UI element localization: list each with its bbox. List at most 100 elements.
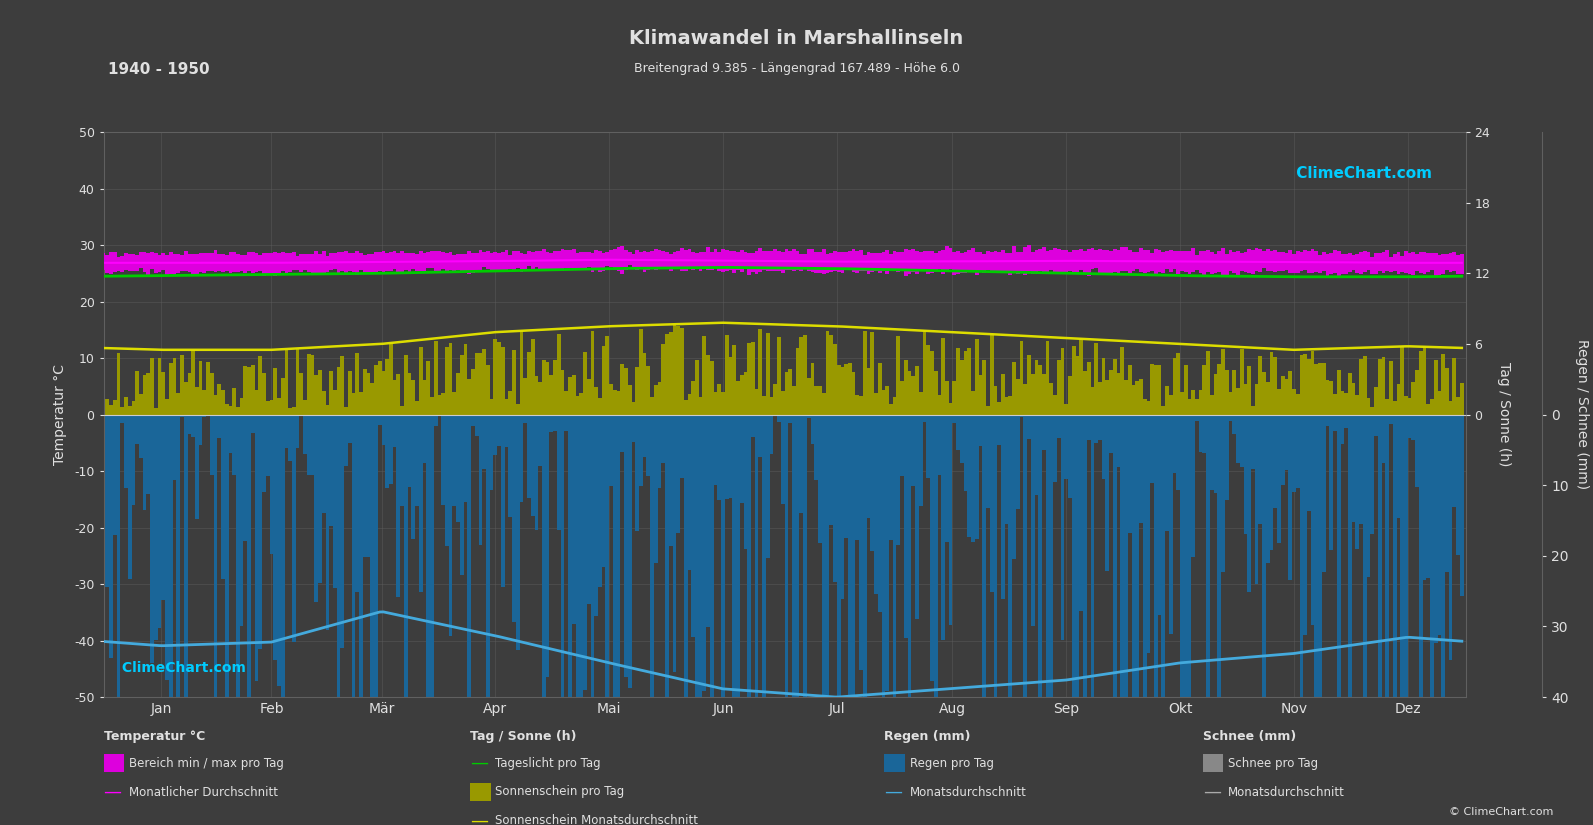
Bar	[927, 345, 930, 414]
Bar	[263, 414, 266, 492]
Bar	[1426, 414, 1431, 578]
Bar	[405, 355, 408, 414]
Bar	[784, 249, 789, 270]
Bar	[110, 252, 113, 274]
Text: 1940 - 1950: 1940 - 1950	[108, 62, 210, 77]
Bar	[1094, 343, 1098, 414]
Bar	[1172, 414, 1176, 473]
Bar	[672, 414, 677, 672]
Bar	[416, 401, 419, 414]
Bar	[1217, 365, 1222, 414]
Bar	[814, 414, 819, 480]
Bar	[1273, 414, 1278, 508]
Bar	[1061, 250, 1064, 271]
Bar	[997, 402, 1000, 414]
Bar	[444, 252, 449, 272]
Bar	[1023, 414, 1027, 697]
Bar	[1448, 401, 1453, 414]
Bar	[422, 253, 427, 271]
Bar	[642, 353, 647, 414]
Bar	[1445, 368, 1448, 414]
Bar	[1192, 248, 1195, 272]
Bar	[236, 407, 239, 414]
Bar	[441, 393, 444, 414]
Bar	[1292, 389, 1295, 414]
Bar	[1187, 399, 1192, 414]
Bar	[703, 336, 706, 414]
Bar	[717, 252, 722, 271]
Bar	[378, 252, 382, 271]
Bar	[352, 253, 355, 272]
Bar	[169, 252, 172, 274]
Bar	[808, 414, 811, 418]
Bar	[781, 391, 785, 414]
Bar	[647, 252, 650, 270]
Bar	[777, 337, 781, 414]
Bar	[736, 381, 739, 414]
Bar	[258, 255, 263, 271]
Bar	[859, 414, 863, 670]
Bar	[1053, 248, 1058, 273]
Bar	[266, 253, 269, 275]
Bar	[274, 368, 277, 414]
Bar	[889, 403, 892, 414]
Bar	[508, 255, 513, 269]
Bar	[609, 414, 613, 486]
Bar	[1131, 414, 1136, 697]
Bar	[210, 373, 213, 414]
Bar	[1000, 374, 1005, 414]
Bar	[569, 251, 572, 267]
Bar	[1050, 250, 1053, 270]
Bar	[370, 254, 374, 273]
Bar	[1080, 414, 1083, 610]
Bar	[736, 414, 739, 697]
Bar	[1317, 363, 1322, 414]
Bar	[516, 404, 519, 414]
Bar	[736, 252, 739, 270]
Bar	[911, 249, 914, 272]
Bar	[1102, 414, 1106, 478]
Bar	[833, 344, 836, 414]
Bar	[586, 414, 591, 604]
Bar	[1058, 360, 1061, 414]
Bar	[1389, 414, 1392, 424]
Bar	[393, 414, 397, 447]
Bar	[258, 414, 263, 649]
Bar	[897, 252, 900, 272]
Bar	[666, 252, 669, 268]
Bar	[825, 331, 830, 414]
Bar	[1306, 414, 1311, 511]
Bar	[616, 248, 620, 271]
Bar	[530, 414, 535, 516]
Bar	[497, 342, 500, 414]
Bar	[661, 251, 666, 269]
Bar	[750, 253, 755, 272]
Bar	[886, 250, 889, 274]
Bar	[561, 414, 564, 697]
Bar	[769, 398, 773, 414]
Bar	[1139, 379, 1142, 414]
Bar	[1150, 253, 1153, 271]
Bar	[252, 414, 255, 433]
Bar	[366, 254, 370, 272]
Bar	[508, 414, 513, 516]
Bar	[908, 250, 911, 274]
Bar	[605, 252, 609, 266]
Bar	[613, 389, 616, 414]
Bar	[773, 384, 777, 414]
Bar	[166, 414, 169, 680]
Bar	[438, 394, 441, 414]
Bar	[483, 252, 486, 267]
Bar	[199, 252, 202, 272]
Bar	[677, 326, 680, 414]
Bar	[139, 414, 143, 458]
Bar	[1255, 414, 1258, 584]
Bar	[1184, 365, 1187, 414]
Bar	[1400, 346, 1403, 414]
Bar	[1094, 250, 1098, 268]
Bar	[1203, 365, 1206, 414]
Bar	[1106, 380, 1109, 414]
Bar	[591, 414, 594, 697]
Bar	[444, 414, 449, 546]
Bar	[956, 251, 961, 275]
